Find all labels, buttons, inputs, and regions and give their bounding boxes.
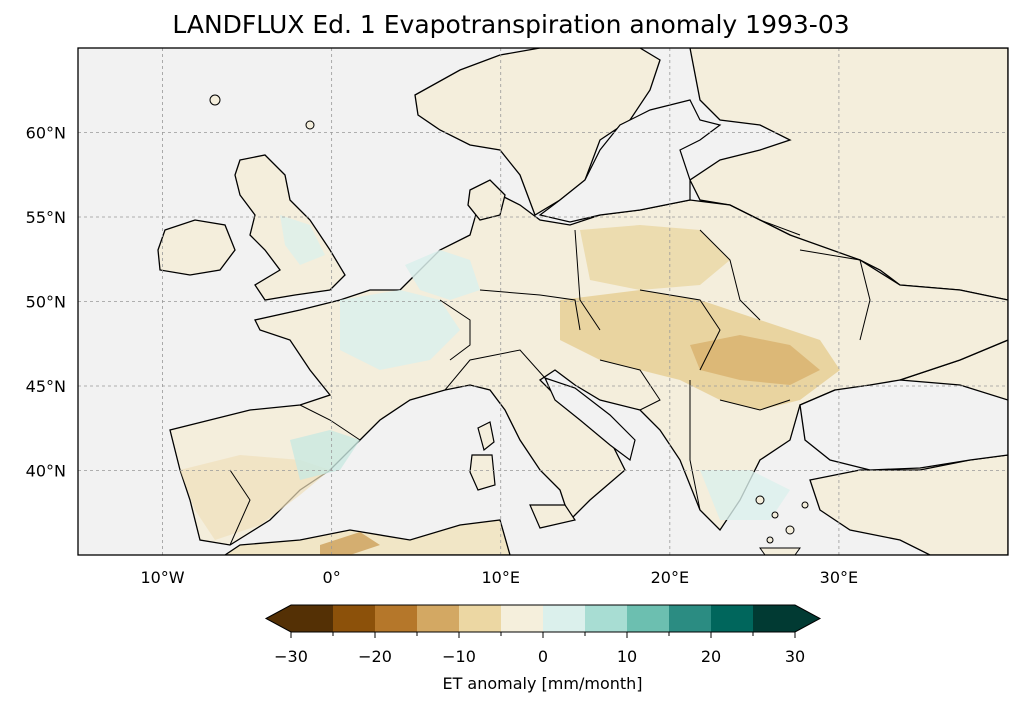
colorbar-segment	[543, 605, 586, 632]
dry-anomaly-core	[690, 335, 820, 385]
wet-anomaly-france	[340, 290, 460, 370]
map-title: LANDFLUX Ed. 1 Evapotranspiration anomal…	[172, 10, 850, 39]
land-iberia-shade	[180, 455, 330, 540]
colorbar-segment	[417, 605, 460, 632]
land-continental-europe	[169, 194, 1008, 546]
baltic-sea	[538, 99, 722, 223]
colorbar-tick-label: 20	[701, 647, 721, 666]
gridlines	[78, 48, 1008, 555]
colorbar-segment	[585, 605, 628, 632]
lon-tick-label: 20°E	[651, 568, 689, 587]
colorbar-tick-label: −10	[442, 647, 476, 666]
lon-tick-label: 0°	[323, 568, 341, 587]
wet-anomaly-balkans	[700, 470, 790, 520]
land-sardinia	[469, 454, 496, 491]
land-corsica	[477, 421, 495, 452]
lat-tick-label: 45°N	[26, 377, 66, 396]
colorbar-segment	[501, 605, 544, 632]
land-masses	[157, 48, 1008, 555]
colorbar-segment	[711, 605, 754, 632]
colorbar-label: ET anomaly [mm/month]	[442, 674, 643, 693]
colorbar-tick-label: 10	[617, 647, 637, 666]
dry-anomaly-africa	[320, 532, 380, 555]
land-denmark	[467, 179, 506, 221]
lat-tick-label: 40°N	[26, 462, 66, 481]
land-ireland	[157, 219, 236, 276]
lat-tick-label: 55°N	[26, 208, 66, 227]
colorbar-segment	[753, 605, 796, 632]
colorbar-tick-label: 0	[538, 647, 548, 666]
lat-tick-label: 60°N	[26, 124, 66, 143]
colorbar-segment	[333, 605, 376, 632]
colorbar-segment	[669, 605, 712, 632]
wet-anomaly-britain	[280, 215, 325, 265]
colorbar-segment	[459, 605, 502, 632]
lon-tick-label: 10°W	[140, 568, 184, 587]
colorbar-extend-min	[266, 605, 291, 632]
land-scandinavia	[414, 48, 661, 216]
aegean-islands	[755, 495, 809, 555]
land-sicily	[529, 504, 576, 529]
country-borders	[229, 204, 871, 546]
longitude-ticks: 10°W 0° 10°E 20°E 30°E	[140, 568, 858, 587]
colorbar-segment	[627, 605, 670, 632]
adriatic-sea	[543, 376, 636, 462]
latitude-ticks: 40°N 45°N 50°N 55°N 60°N	[26, 124, 66, 481]
dry-anomaly-poland	[580, 225, 730, 290]
colorbar-tick-label: −30	[274, 647, 308, 666]
lon-tick-label: 10°E	[481, 568, 519, 587]
colorbar: −30 −20 −10 0 10 20 30	[264, 604, 822, 666]
lon-tick-label: 30°E	[820, 568, 858, 587]
north-atlantic-islands	[209, 94, 315, 130]
map-frame	[77, 47, 1009, 556]
colorbar-segment	[291, 605, 334, 632]
colorbar-extend-max	[795, 605, 820, 632]
land-turkey	[809, 454, 1008, 555]
colorbar-tick-label: 30	[785, 647, 805, 666]
colorbar-tick-label: −20	[358, 647, 392, 666]
colorbar-segment	[375, 605, 418, 632]
wet-anomaly-benelux	[405, 250, 480, 300]
black-sea	[799, 379, 1008, 471]
wet-anomaly-iberia	[290, 430, 360, 480]
lat-tick-label: 50°N	[26, 293, 66, 312]
